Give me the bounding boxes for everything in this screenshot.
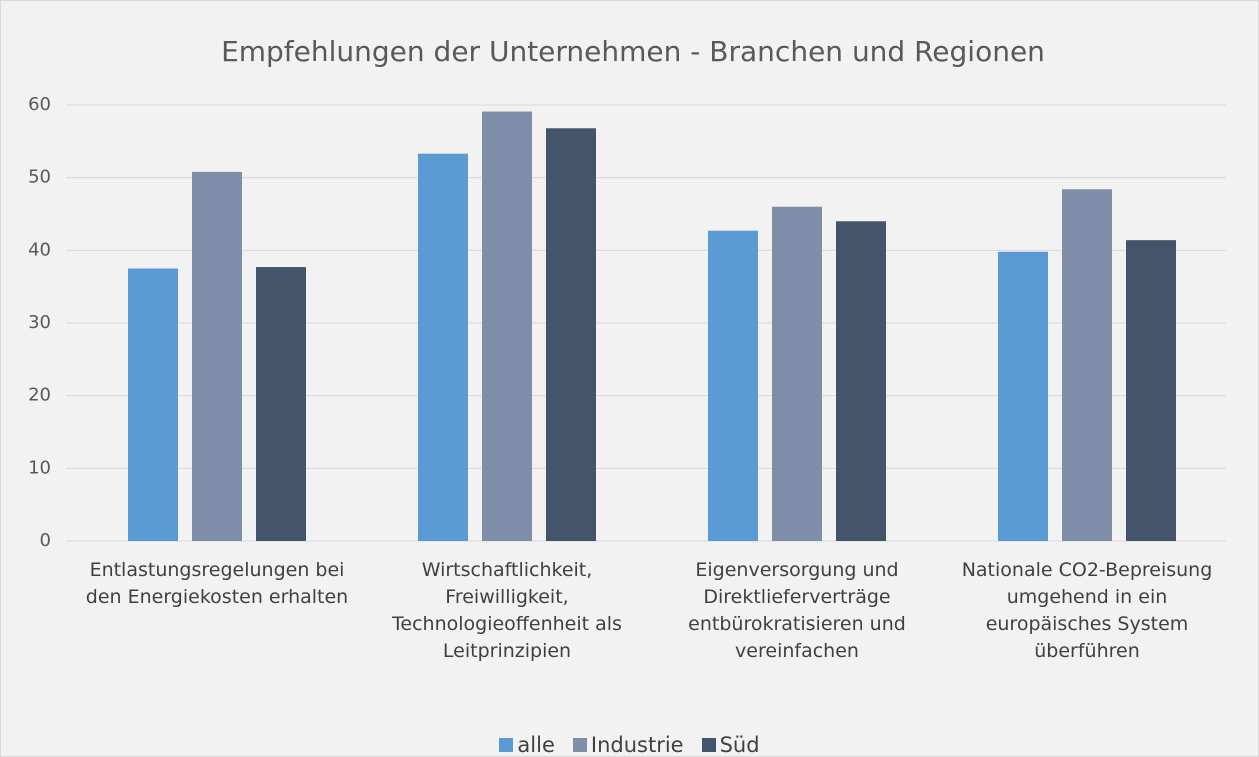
bar [998,251,1048,541]
bar [546,128,596,541]
legend: alle Industrie Süd [1,733,1258,757]
bar [708,230,758,542]
legend-item: Industrie [572,733,684,757]
y-tick-label: 60 [28,94,51,115]
y-tick-label: 30 [28,312,51,333]
legend-item: Süd [701,733,760,757]
bar [1126,240,1176,541]
bar [418,153,468,542]
bar [1062,189,1112,541]
legend-label: alle [517,733,555,757]
bar [482,111,532,541]
legend-swatch [572,738,587,752]
y-tick-label: 0 [40,530,51,551]
legend-label: Süd [719,733,760,757]
chart-title: Empfehlungen der Unternehmen - Branchen … [221,35,1045,68]
x-tick-label: Wirtschaftlichkeit, Freiwilligkeit, Tech… [392,559,622,662]
legend-swatch [499,738,514,752]
y-tick-label: 20 [28,385,51,406]
y-tick-label: 40 [28,239,51,260]
bar [128,268,178,541]
bar [772,206,822,541]
y-tick-label: 50 [28,167,51,188]
x-tick-label: Nationale CO2-Bepreisung umgehend in ein… [961,559,1213,662]
legend-item: alle [499,733,555,757]
x-tick-label: Eigenversorgung und Direktlieferverträge… [688,559,906,662]
bar [192,171,242,541]
y-tick-label: 10 [28,457,51,478]
x-tick-label: Entlastungsregelungen bei den Energiekos… [85,559,349,608]
bar [256,267,306,541]
legend-swatch [701,738,716,752]
bar [836,221,886,541]
legend-label: Industrie [590,733,684,757]
